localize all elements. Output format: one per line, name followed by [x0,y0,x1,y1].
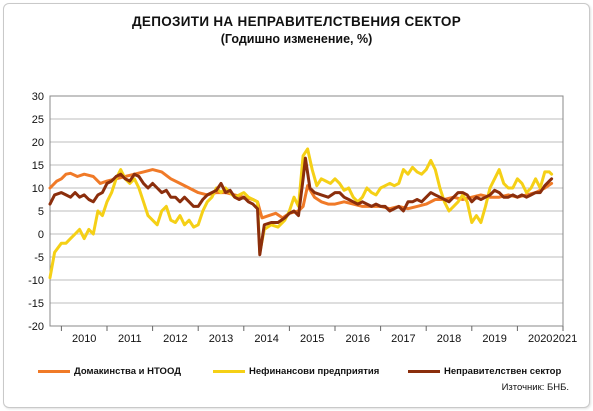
y-tick-label: 30 [32,91,44,103]
legend-label-nonfinancial: Нефинансови предприятия [249,365,380,377]
legend-swatch-households [38,369,70,373]
chart-subtitle: (Годишно изменение, %) [220,32,373,46]
x-tick-label: 2017 [391,333,415,345]
y-tick-label: -15 [28,298,44,310]
y-tick-label: -5 [34,252,44,264]
x-tick-label: 2021 [553,333,577,345]
x-tick-label: 2020 [528,333,552,345]
legend-label-households: Домакинства и НТООД [74,365,181,377]
y-tick-label: 25 [32,114,44,126]
y-tick-label: 20 [32,137,44,149]
y-tick-label: 15 [32,160,44,172]
x-tick-label: 2012 [163,333,187,345]
source-note: Източник: БНБ. [501,382,569,393]
x-tick-label: 2013 [209,333,233,345]
y-tick-label: 5 [38,206,44,218]
chart-title: ДЕПОЗИТИ НА НЕПРАВИТЕЛСТВЕНИЯ СЕКТОР [132,14,461,29]
x-tick-label: 2014 [254,333,278,345]
y-tick-label: 10 [32,183,44,195]
y-tick-label: -20 [28,321,44,333]
plot-area [49,95,564,327]
legend-item-nongov: Неправителствен сектор [408,364,561,378]
legend-swatch-nonfinancial [213,369,245,373]
x-tick-label: 2010 [72,333,96,345]
x-tick-label: 2019 [482,333,506,345]
legend-swatch-nongov [408,369,440,373]
legend-item-nonfinancial: Нефинансови предприятия [213,364,379,378]
series-line-2 [48,156,554,257]
y-tick-label: -10 [28,275,44,287]
x-tick-label: 2015 [300,333,324,345]
legend-item-households: Домакинства и НТООД [38,364,181,378]
x-tick-label: 2018 [437,333,461,345]
x-tick-label: 2016 [346,333,370,345]
legend-label-nongov: Неправителствен сектор [444,365,562,377]
y-tick-label: 0 [38,229,44,241]
series-line-1 [48,147,554,280]
x-tick-label: 2011 [118,333,142,345]
